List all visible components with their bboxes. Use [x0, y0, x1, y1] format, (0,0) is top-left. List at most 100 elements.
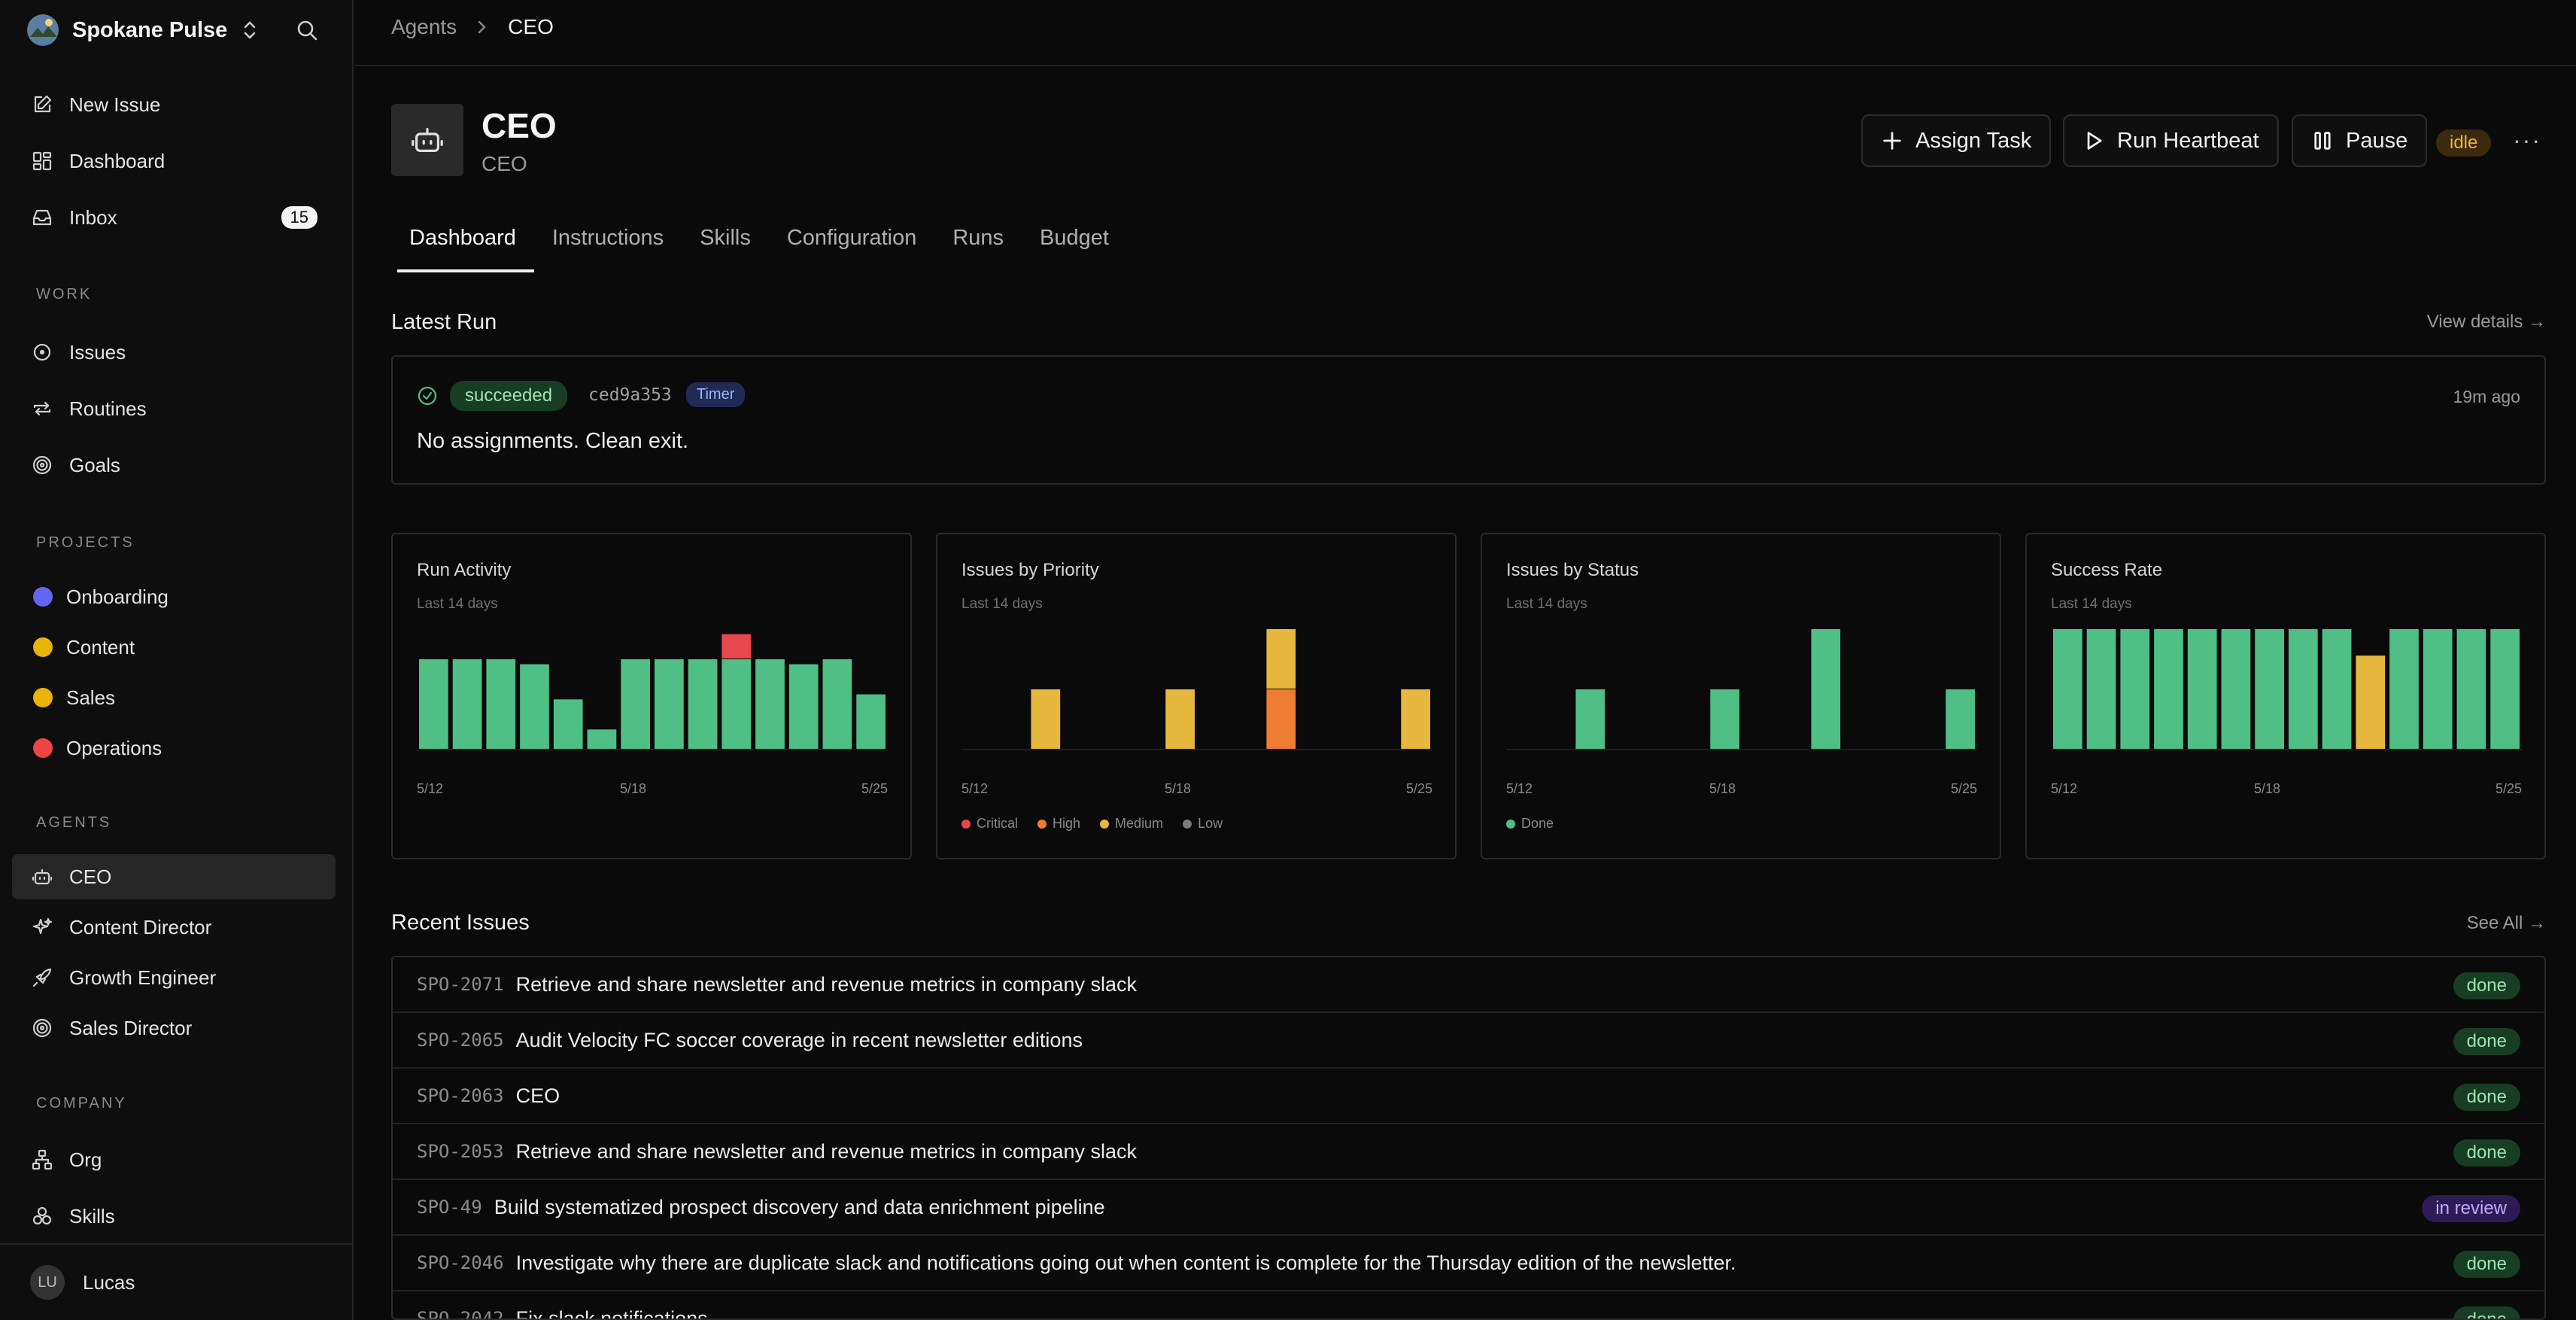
issue-row[interactable]: SPO-2042 Fix slack notifications done: [393, 1291, 2544, 1318]
issues-by-status-chart: [1506, 629, 1977, 750]
sidebar-item-project-onboarding[interactable]: Onboarding: [12, 574, 336, 619]
sidebar-item-agent-ceo[interactable]: CEO: [12, 854, 336, 899]
sidebar-item-agent-content-director[interactable]: Content Director: [12, 905, 336, 950]
project-color-dot: [33, 738, 53, 758]
run-message: No assignments. Clean exit.: [417, 429, 689, 453]
sidebar-item-new-issue[interactable]: New Issue: [12, 82, 336, 127]
see-all-link[interactable]: See All →: [2466, 913, 2546, 933]
chart-title: Run Activity: [417, 560, 512, 580]
sidebar-item-project-operations[interactable]: Operations: [12, 725, 336, 771]
issues-by-priority-chart: [961, 629, 1432, 750]
target-icon: [30, 1016, 54, 1040]
bar-done-5-21: [1811, 629, 1841, 749]
tab-instructions[interactable]: Instructions: [551, 226, 664, 250]
bar-rate-5-19: [2289, 629, 2318, 749]
tab-runs[interactable]: Runs: [952, 226, 1004, 250]
company-name: Spokane Pulse: [72, 17, 228, 42]
tab-bar: Dashboard Instructions Skills Configurat…: [391, 226, 1127, 272]
search-icon[interactable]: [295, 18, 319, 42]
success-rate-chart: [2051, 629, 2522, 750]
x-tick-label: 5/25: [2495, 781, 2522, 796]
run-heartbeat-button[interactable]: Run Heartbeat: [2063, 114, 2279, 167]
tab-skills[interactable]: Skills: [700, 226, 751, 250]
pause-label: Pause: [2346, 128, 2408, 153]
x-tick-label: 5/25: [861, 781, 888, 796]
issue-row[interactable]: SPO-2065 Audit Velocity FC soccer coverag…: [393, 1013, 2544, 1069]
avatar: LU: [30, 1265, 65, 1300]
sidebar-item-label: Dashboard: [69, 149, 166, 172]
sidebar-item-routines[interactable]: Routines: [12, 386, 336, 431]
issue-id: SPO-2046: [417, 1252, 504, 1273]
sidebar-item-inbox[interactable]: Inbox 15: [12, 195, 336, 240]
run-trigger-badge: Timer: [686, 382, 746, 407]
bar-success-5-17: [587, 729, 617, 749]
sidebar-item-project-content[interactable]: Content: [12, 625, 336, 670]
bar-medium-5-25: [1401, 689, 1430, 749]
x-tick-label: 5/25: [1405, 781, 1432, 796]
bot-icon: [30, 865, 54, 889]
sidebar-item-goals[interactable]: Goals: [12, 443, 336, 488]
bar-done-5-25: [1946, 689, 1975, 749]
user-menu[interactable]: LU Lucas: [0, 1243, 354, 1320]
issue-row[interactable]: SPO-49 Build systematized prospect discov…: [393, 1180, 2544, 1236]
sidebar-item-label: Issues: [69, 340, 126, 363]
run-heartbeat-label: Run Heartbeat: [2117, 128, 2259, 153]
sidebar-item-agent-sales-director[interactable]: Sales Director: [12, 1005, 336, 1051]
x-tick-label: 5/18: [1165, 781, 1192, 796]
issue-row[interactable]: SPO-2053 Retrieve and share newsletter an…: [393, 1124, 2544, 1180]
pause-button[interactable]: Pause: [2292, 114, 2428, 167]
inbox-icon: [30, 205, 54, 230]
issues-by-priority-chart-card: Issues by Priority Last 14 days 5/12 5/1…: [936, 533, 1457, 859]
chart-subtitle: Last 14 days: [417, 596, 498, 612]
issue-row[interactable]: SPO-2063 CEO done: [393, 1069, 2544, 1124]
x-tick-label: 5/12: [1506, 781, 1533, 796]
more-options-button[interactable]: ···: [2513, 126, 2541, 154]
sidebar-item-dashboard[interactable]: Dashboard: [12, 138, 336, 184]
bar-success-5-24: [822, 659, 852, 749]
view-details-link[interactable]: View details →: [2426, 312, 2546, 332]
issue-title: CEO: [515, 1084, 560, 1107]
sidebar-item-label: Routines: [69, 397, 147, 420]
status-badge: done: [2453, 1139, 2520, 1166]
bar-rate-5-23: [2423, 629, 2453, 749]
sidebar-item-issues[interactable]: Issues: [12, 330, 336, 375]
sidebar-item-project-sales[interactable]: Sales: [12, 675, 336, 720]
sidebar-item-label: CEO: [69, 865, 112, 888]
sidebar-item-agent-growth-engineer[interactable]: Growth Engineer: [12, 955, 336, 1000]
chart-title: Issues by Priority: [961, 560, 1099, 580]
issue-row[interactable]: SPO-2071 Retrieve and share newsletter an…: [393, 957, 2544, 1013]
bar-rate-5-22: [2389, 629, 2419, 749]
assign-task-button[interactable]: Assign Task: [1861, 114, 2052, 167]
x-tick-label: 5/18: [1709, 781, 1736, 796]
chart-legend: Critical High Medium Low: [961, 816, 1242, 832]
issues-by-status-chart-card: Issues by Status Last 14 days 5/12 5/18 …: [1481, 533, 2001, 859]
tab-configuration[interactable]: Configuration: [786, 226, 917, 250]
latest-run-heading: Latest Run: [391, 310, 497, 334]
tab-budget[interactable]: Budget: [1040, 226, 1109, 250]
rocket-icon: [30, 966, 54, 990]
sidebar-item-org[interactable]: Org: [12, 1137, 336, 1182]
recent-issues-list: SPO-2071 Retrieve and share newsletter an…: [391, 956, 2546, 1320]
project-color-dot: [33, 688, 53, 707]
header-divider: [355, 65, 2576, 66]
bar-rate-5-16: [2187, 629, 2217, 749]
section-label-agents: AGENTS: [36, 814, 112, 831]
bar-success-5-12: [419, 659, 448, 749]
breadcrumb-agents-link[interactable]: Agents: [391, 15, 457, 38]
issue-row[interactable]: SPO-2046 Investigate why there are duplic…: [393, 1236, 2544, 1291]
bar-success-5-23: [788, 664, 819, 749]
chevron-up-down-icon: [241, 19, 259, 41]
issue-id: SPO-2053: [417, 1141, 504, 1162]
bot-icon: [409, 122, 445, 158]
user-name: Lucas: [83, 1270, 135, 1294]
bar-success-5-21: [721, 659, 752, 749]
success-rate-chart-card: Success Rate Last 14 days 5/12 5/18 5/25: [2025, 533, 2546, 859]
chart-subtitle: Last 14 days: [2051, 596, 2132, 612]
bar-rate-5-24: [2456, 629, 2486, 749]
company-switcher[interactable]: Spokane Pulse: [27, 14, 259, 47]
latest-run-card[interactable]: succeeded ced9a353 Timer 19m ago No assi…: [391, 355, 2546, 485]
tab-dashboard[interactable]: Dashboard: [391, 226, 534, 272]
sidebar-item-skills[interactable]: Skills: [12, 1194, 336, 1239]
sidebar-item-label: Inbox: [69, 205, 117, 229]
agent-avatar: [391, 104, 463, 176]
